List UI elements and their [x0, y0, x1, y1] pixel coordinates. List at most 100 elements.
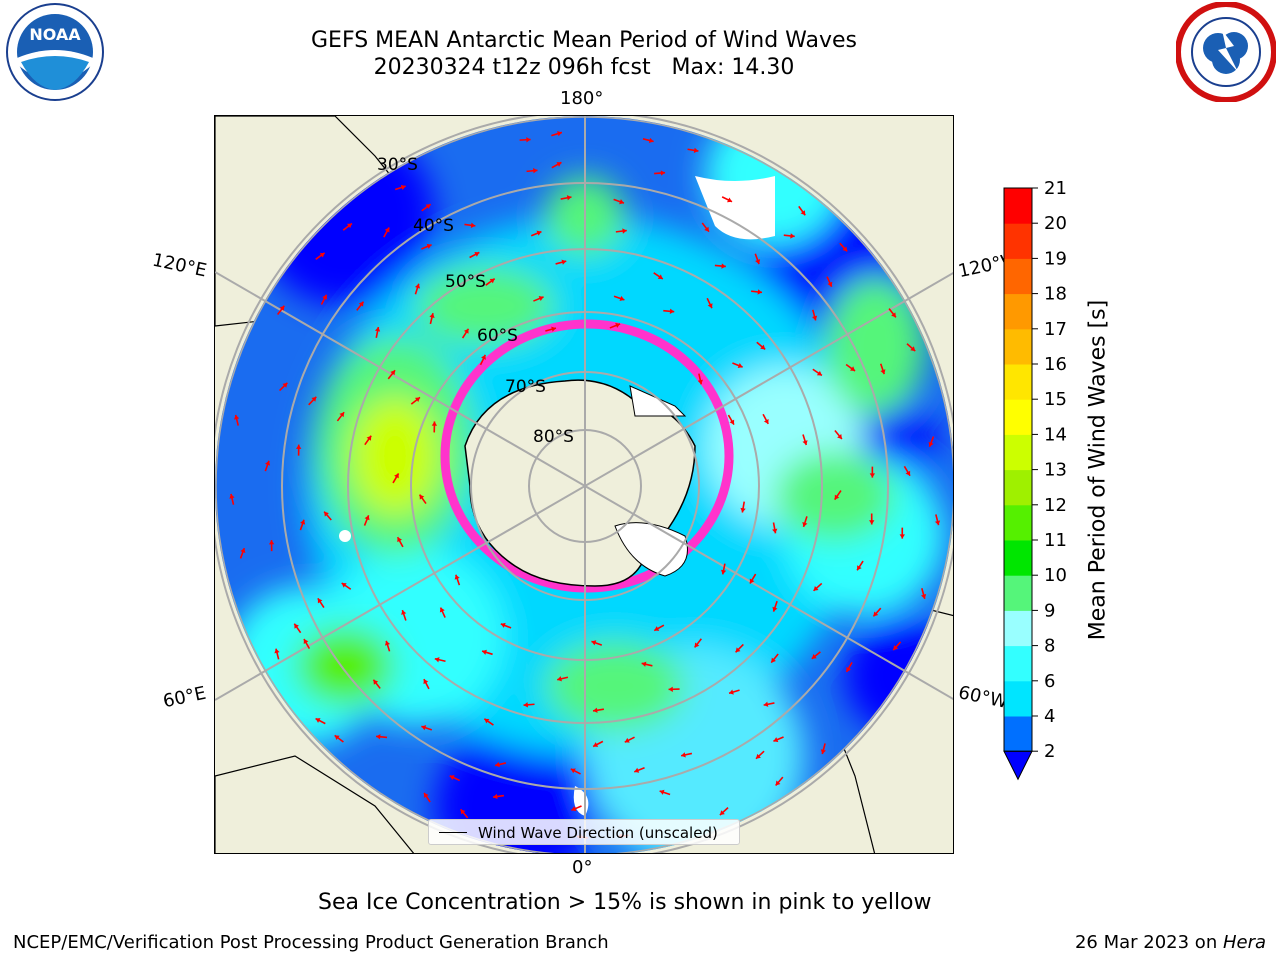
wave-direction-arrowhead — [434, 657, 440, 663]
wave-direction-arrowhead — [557, 676, 562, 682]
wave-direction-arrowhead — [757, 289, 763, 295]
legend-label: Wind Wave Direction (unscaled) — [478, 824, 718, 842]
wave-direction-arrowhead — [296, 444, 302, 449]
wave-direction-arrowhead — [495, 761, 500, 768]
lat-label-30s: 30°S — [377, 155, 418, 175]
colorbar-segment — [1004, 575, 1032, 611]
wave-direction-arrowhead — [740, 507, 746, 513]
wave-direction-arrowhead — [460, 809, 466, 815]
wave-direction-arrowhead — [526, 137, 531, 143]
wave-direction-arrowhead — [668, 686, 673, 692]
wave-direction-arrowhead — [557, 131, 562, 137]
lon-label-60e: 60°E — [161, 682, 208, 713]
wave-direction-arrowhead — [619, 295, 625, 301]
wave-direction-arrowhead — [591, 640, 597, 646]
wave-direction-arrowhead — [813, 585, 819, 591]
wave-direction-arrowhead — [484, 718, 490, 724]
colorbar-tick-label: 16 — [1044, 354, 1067, 375]
wave-direction-arrowhead — [800, 210, 806, 216]
wave-direction-arrowhead — [373, 679, 379, 685]
colorbar-segments — [1003, 187, 1033, 781]
colorbar-segment — [1004, 610, 1032, 647]
chart-title: GEFS MEAN Antarctic Mean Period of Wind … — [311, 28, 857, 53]
wave-direction-arrowhead — [234, 414, 240, 420]
wave-direction-arrowhead — [693, 147, 699, 154]
lon-label-0: 0° — [572, 857, 593, 878]
wave-direction-arrowhead — [556, 162, 562, 167]
wave-direction-arrowhead — [538, 296, 544, 301]
wave-direction-arrowhead — [303, 639, 309, 645]
noaa-logo-icon: NOAA — [6, 3, 104, 101]
wave-direction-arrowhead — [694, 642, 700, 648]
wave-direction-arrowhead — [704, 226, 709, 232]
sea-ice-note: Sea Ice Concentration > 15% is shown in … — [318, 890, 932, 915]
colorbar-tick-label: 20 — [1044, 213, 1067, 234]
colorbar-segment — [1004, 223, 1032, 259]
wave-direction-arrowhead — [593, 742, 599, 747]
lon-label-120e: 120°E — [150, 249, 209, 282]
wave-direction-arrowhead — [390, 370, 396, 376]
colorbar-tick-label: 17 — [1044, 319, 1067, 340]
latitude-labels: 30°S 40°S 50°S 60°S 70°S 80°S — [377, 155, 574, 447]
wave-direction-arrowhead — [763, 418, 769, 424]
wave-direction-arrowhead — [827, 281, 833, 287]
colorbar-tick-label: 8 — [1044, 636, 1055, 657]
wave-direction-arrowhead — [654, 626, 660, 631]
wave-direction-arrowhead — [551, 326, 556, 332]
wave-direction-arrowhead — [873, 611, 879, 617]
chart-subtitle: 20230324 t12z 096h fcst Max: 14.30 — [373, 55, 795, 80]
colorbar-tick-label: 18 — [1044, 284, 1067, 305]
map-legend: Wind Wave Direction (unscaled) — [428, 819, 740, 845]
wave-direction-arrowhead — [311, 396, 317, 402]
wave-direction-arrowhead — [282, 382, 288, 388]
wave-direction-arrowhead — [265, 460, 271, 466]
wave-direction-arrowhead — [341, 583, 347, 588]
colorbar-tick-label: 14 — [1044, 424, 1067, 445]
legend-line-sample — [439, 832, 467, 833]
colorbar-tick-label: 13 — [1044, 460, 1067, 481]
wave-direction-arrowhead — [811, 315, 818, 321]
wave-direction-arrowhead — [424, 792, 429, 798]
wave-direction-arrowhead — [571, 806, 577, 812]
wave-direction-arrowhead — [648, 137, 654, 144]
colorbar-tick-label: 4 — [1044, 706, 1055, 727]
nws-logo-icon — [1176, 2, 1276, 102]
wave-direction-arrowhead — [319, 252, 325, 258]
wave-direction-arrowhead — [523, 702, 528, 708]
wave-direction-arrowhead — [376, 734, 381, 740]
wave-direction-arrowhead — [773, 737, 779, 743]
lat-label-70s: 70°S — [505, 377, 546, 397]
wave-direction-arrowhead — [811, 654, 817, 659]
wave-direction-arrowhead — [760, 344, 766, 350]
colorbar-tick-label: 6 — [1044, 671, 1055, 692]
wave-direction-arrowhead — [394, 473, 399, 479]
wave-direction-arrowhead — [834, 494, 840, 500]
wave-direction-arrowhead — [790, 233, 795, 239]
wave-direction-arrowhead — [322, 294, 327, 300]
wave-direction-arrowhead — [659, 789, 665, 795]
wave-direction-arrowhead — [772, 606, 778, 612]
wave-direction-arrowhead — [423, 679, 429, 685]
colorbar-segment — [1004, 469, 1032, 506]
wave-direction-arrowhead — [737, 363, 743, 369]
wave-direction-arrowhead — [431, 421, 438, 426]
colorbar-segment — [1004, 434, 1032, 471]
wave-direction-arrowhead — [880, 369, 886, 375]
wave-direction-arrowhead — [439, 607, 445, 613]
wave-direction-arrowhead — [775, 780, 781, 786]
lat-label-80s: 80°S — [533, 427, 574, 447]
wave-direction-arrowhead — [720, 569, 727, 575]
wave-direction-arrowhead — [294, 623, 299, 629]
colorbar-tick-label: 11 — [1044, 530, 1067, 551]
colorbar-tick-label: 19 — [1044, 248, 1067, 269]
wave-direction-arrowhead — [893, 645, 899, 651]
wave-direction-arrowhead — [615, 322, 621, 328]
wave-direction-arrowhead — [384, 227, 390, 233]
wave-direction-arrowhead — [536, 230, 542, 236]
wave-direction-arrowhead — [842, 246, 848, 252]
wave-direction-arrowhead — [346, 223, 352, 229]
wave-direction-arrowhead — [755, 259, 761, 265]
wave-direction-arrowhead — [400, 184, 406, 190]
wave-direction-arrowhead — [771, 657, 776, 663]
colorbar-tick-label: 2 — [1044, 741, 1055, 762]
